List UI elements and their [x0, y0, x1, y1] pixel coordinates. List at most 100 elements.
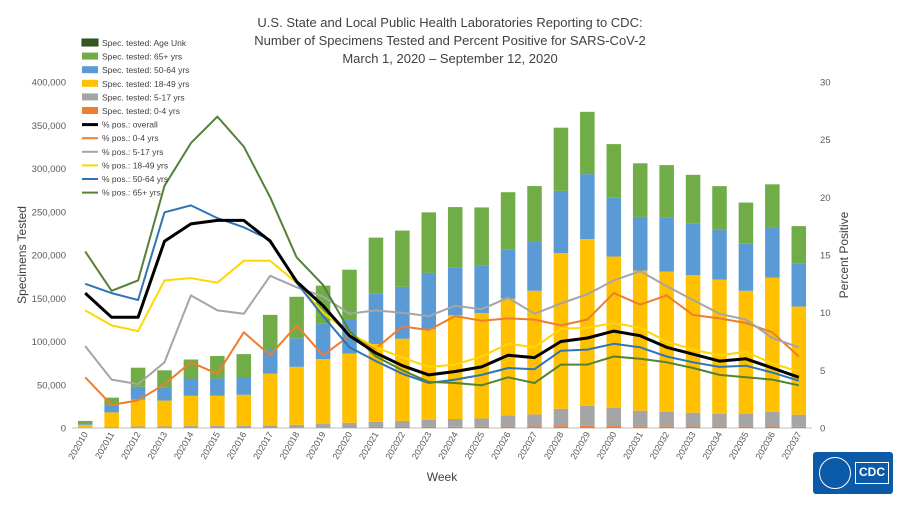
bar-segment [104, 397, 119, 406]
bar-segment [130, 386, 146, 400]
bar-segment [580, 111, 595, 175]
bar-segment [157, 426, 172, 428]
y-tick-label: 150,000 [32, 294, 66, 305]
bar-segment [791, 226, 807, 264]
bar-segment [315, 359, 331, 425]
legend-label: % pos.: 50-64 yrs [102, 174, 168, 184]
bar-segment [712, 186, 727, 230]
legend-label: % pos.: 65+ yrs [102, 188, 161, 198]
y-tick-label: 50,000 [37, 380, 66, 391]
bar-segment [77, 420, 93, 424]
bar-segment [659, 165, 674, 218]
bar-segment [553, 253, 569, 409]
bar-segment [262, 425, 278, 428]
x-tick-label: 202010 [66, 430, 90, 461]
bar-segment [104, 405, 119, 413]
bar-segment [553, 190, 569, 254]
series-line [84, 218, 800, 379]
bar-segment [474, 418, 489, 427]
bar-segment [765, 411, 780, 427]
legend-swatch [81, 38, 99, 47]
chart-title-line2: Number of Specimens Tested and Percent P… [254, 33, 646, 48]
y2-tick-label: 20 [820, 193, 831, 204]
bar-segment [791, 414, 807, 427]
y2-tick-label: 5 [820, 366, 825, 377]
x-tick-label: 202031 [621, 430, 645, 461]
bar-segment [368, 427, 384, 428]
bar-segment [632, 410, 648, 427]
bar-segment [659, 217, 674, 272]
bar-segment [500, 249, 516, 299]
bar-segment [474, 426, 489, 428]
bar-segment [527, 426, 542, 428]
bar-segment [342, 353, 357, 423]
bar-segment [580, 238, 595, 406]
legend-label: Spec. tested: 65+ yrs [102, 52, 182, 62]
legend-swatch [82, 66, 98, 74]
series-line [84, 270, 800, 386]
x-tick-label: 202028 [542, 430, 566, 461]
y-tick-label: 0 [61, 424, 66, 435]
bar-segment [712, 279, 727, 414]
bar-segment [368, 237, 384, 294]
bar-segment [183, 426, 199, 428]
x-tick-label: 202015 [198, 430, 222, 461]
legend-label: Spec. tested: 18-49 yrs [102, 79, 189, 89]
legend-swatch [82, 52, 98, 60]
bar-segment [395, 338, 410, 421]
bar-segment [580, 425, 595, 428]
bar-segment [77, 423, 93, 425]
bar-segment [765, 426, 780, 428]
bar-segment [447, 426, 463, 428]
y-axis-label: Specimens Tested [15, 206, 29, 304]
bar-segment [395, 420, 410, 427]
x-tick-label: 202033 [674, 430, 698, 461]
bar-segment [447, 419, 463, 427]
bar-segment [157, 370, 172, 388]
x-tick-label: 202020 [331, 430, 355, 461]
y-tick-label: 100,000 [32, 337, 66, 348]
bar-segment [421, 272, 437, 330]
x-tick-label: 202037 [780, 430, 804, 461]
bar-segment [712, 413, 727, 427]
y2-tick-label: 25 [820, 135, 831, 146]
x-tick-label: 202011 [93, 430, 116, 460]
bar-segment [289, 338, 304, 367]
bar-segment [632, 426, 648, 428]
x-tick-label: 202034 [701, 430, 725, 461]
bar-segment [421, 419, 437, 427]
bar-segment [77, 424, 93, 428]
bar-segment [791, 306, 807, 415]
series-line [84, 204, 800, 384]
chart-subtitle: March 1, 2020 – September 12, 2020 [342, 51, 558, 66]
x-tick-label: 202021 [357, 430, 381, 461]
bar-segment [289, 366, 304, 425]
x-tick-label: 202032 [648, 430, 672, 461]
bar-segment [791, 426, 807, 428]
bar-segment [262, 427, 278, 428]
bar-segment [500, 415, 516, 427]
x-tick-label: 202019 [304, 430, 328, 461]
bar-segment [421, 212, 437, 273]
x-tick-label: 202027 [516, 430, 540, 461]
bar-segment [606, 407, 622, 427]
bar-segment [104, 427, 119, 428]
bar-segment [157, 387, 172, 401]
y2-tick-label: 15 [820, 251, 831, 262]
bar-segment [210, 426, 225, 428]
bar-segment [342, 422, 357, 428]
bar-segment [606, 197, 622, 257]
bar-segment [500, 192, 516, 250]
bar-segment [262, 373, 278, 426]
bar-segment [527, 241, 542, 291]
bar-segment [262, 349, 278, 374]
bar-segment [130, 399, 146, 427]
legend-label: % pos.: overall [102, 120, 158, 130]
bar-segment [262, 314, 278, 350]
bar-segment [632, 163, 648, 217]
bar-segment [765, 184, 780, 228]
bar-segment [447, 267, 463, 316]
y-tick-label: 250,000 [32, 207, 66, 218]
x-tick-label: 202030 [595, 430, 619, 461]
x-tick-label: 202024 [436, 430, 460, 461]
